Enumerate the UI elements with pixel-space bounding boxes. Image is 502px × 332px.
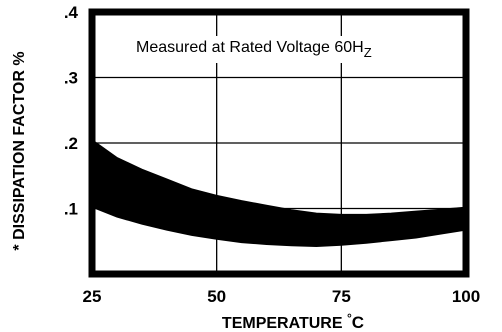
x-tick-label-100: 100 [452, 287, 480, 306]
y-axis-title: * DISSIPATION FACTOR % [11, 51, 28, 250]
annotation-main: Measured at Rated Voltage 60H [136, 39, 364, 56]
y-tick-labels: .1 .2 .3 .4 [64, 3, 79, 219]
x-tick-label-25: 25 [83, 287, 102, 306]
x-axis-title: TEMPERATURE °C [222, 311, 364, 332]
dissipation-band [91, 138, 467, 248]
x-axis-title-unit: C [352, 313, 364, 332]
y-tick-label-.3: .3 [64, 69, 78, 88]
dissipation-band-area [91, 138, 467, 248]
annotation-text: Measured at Rated Voltage 60HZ [136, 39, 372, 60]
annotation: Measured at Rated Voltage 60HZ [130, 36, 378, 63]
x-axis-title-text: TEMPERATURE [222, 315, 347, 332]
x-axis-title-degree: ° [347, 311, 352, 325]
x-tick-label-50: 50 [207, 287, 226, 306]
y-tick-label-.2: .2 [64, 134, 78, 153]
annotation-background [130, 36, 378, 63]
y-tick-label-.1: .1 [64, 200, 78, 219]
x-tick-labels: 25 50 75 100 [83, 287, 481, 306]
y-tick-label-.4: .4 [64, 3, 79, 22]
plot-frame [88, 8, 470, 278]
x-tick-label-75: 75 [332, 287, 351, 306]
annotation-subscript: Z [364, 45, 372, 60]
